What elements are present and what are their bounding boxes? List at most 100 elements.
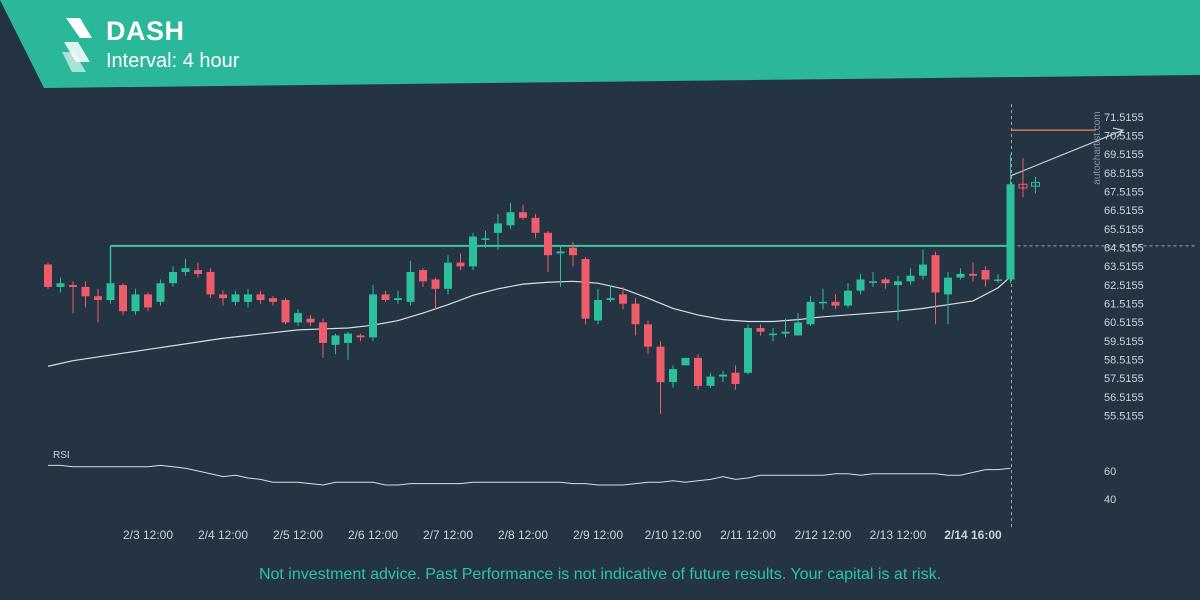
x-tick-label: 2/11 12:00 (720, 528, 776, 542)
x-tick-label: 2/14 16:00 (944, 528, 1002, 542)
disclaimer-text: Not investment advice. Past Performance … (258, 566, 942, 583)
candle-body (356, 335, 365, 338)
candle-body (956, 273, 965, 278)
candle-body (656, 346, 665, 383)
candle-body (619, 294, 627, 304)
candle-body (244, 294, 252, 302)
candle-body (519, 212, 527, 218)
candle-body (444, 262, 452, 289)
x-tick-label: 2/8 12:00 (498, 528, 548, 542)
candle-body (431, 279, 440, 289)
candle-body (169, 272, 177, 284)
y-tick-label: 63.5155 (1104, 261, 1144, 273)
candle-body (894, 281, 902, 286)
rsi-label: RSI (53, 450, 70, 461)
candle-body (69, 285, 77, 287)
candle-body (944, 277, 952, 295)
candle-body (806, 301, 815, 325)
candle-body (294, 313, 302, 323)
candle-body (881, 279, 890, 284)
candle-body (856, 279, 865, 291)
y-tick-label: 70.5155 (1104, 130, 1144, 142)
x-tick-label: 2/10 12:00 (645, 528, 702, 542)
x-tick-label: 2/12 12:00 (795, 528, 852, 542)
candle-body (469, 236, 477, 267)
level-layer (109, 127, 1196, 293)
projection-arrow (1010, 129, 1124, 177)
x-tick-label: 2/6 12:00 (348, 528, 398, 542)
candle-body (581, 258, 590, 319)
x-tick-label: 2/13 12:00 (870, 528, 927, 542)
candle-body (306, 318, 315, 323)
candle-body (144, 294, 152, 308)
candle-body (794, 322, 802, 336)
candle-body (56, 283, 65, 287)
candle-body (969, 273, 977, 276)
candles-layer (44, 154, 1040, 414)
candle-body (106, 283, 115, 300)
y-tick-label: 55.5155 (1104, 410, 1144, 422)
candle-body (1018, 183, 1028, 189)
candle-body (344, 333, 352, 343)
candle-body (156, 283, 165, 302)
candle-body (269, 298, 277, 302)
candle-body (844, 290, 852, 306)
y-tick-label: 66.5155 (1104, 205, 1144, 217)
candle-body (569, 247, 577, 256)
candle-body (381, 294, 390, 300)
candle-body (556, 251, 565, 254)
moving-average-line (47, 276, 1011, 367)
x-tick-label: 2/9 12:00 (573, 528, 623, 542)
rsi-line (48, 464, 1011, 486)
candle-body (206, 272, 215, 295)
y-tick-label: 68.5155 (1104, 168, 1144, 180)
y-tick-label: 71.5155 (1104, 112, 1144, 124)
candle-body (756, 328, 765, 332)
candle-body (1031, 181, 1040, 187)
candle-body (331, 335, 340, 345)
rsi-tick-label: 60 (1104, 466, 1116, 478)
y-tick-label: 57.5155 (1104, 373, 1144, 385)
watermark-text: autochartist.com (1092, 111, 1103, 184)
candle-body (706, 376, 715, 386)
candle-body (594, 300, 602, 321)
candle-body (456, 262, 465, 267)
candle-body (119, 285, 127, 312)
candle-body (281, 300, 290, 323)
projection-arrow-head (1112, 127, 1125, 138)
candle-body (994, 279, 1002, 281)
candle-body (481, 238, 490, 240)
y-tick-label: 61.5155 (1104, 298, 1144, 310)
candle-body (44, 264, 52, 287)
candle-body (606, 298, 615, 300)
candle-body (231, 294, 240, 302)
candle-body (369, 294, 377, 338)
candle-body (681, 357, 690, 366)
rsi-panel: RSI 60 40 (48, 450, 1116, 506)
page-title: DASH (106, 16, 185, 46)
y-tick-label: 65.5155 (1104, 224, 1144, 236)
x-axis: 2/3 12:00 2/4 12:00 2/5 12:00 2/6 12:00 2/7 … (123, 528, 1002, 542)
candle-body (506, 212, 515, 226)
y-tick-label: 59.5155 (1104, 336, 1144, 348)
candle-body (256, 294, 265, 300)
candle-body (669, 369, 677, 383)
y-tick-label: 67.5155 (1104, 186, 1144, 198)
candle-body (419, 270, 427, 282)
candle-body (919, 264, 927, 276)
candle-body (194, 270, 202, 274)
y-tick-label: 60.5155 (1104, 317, 1144, 329)
candle-body (981, 270, 990, 280)
candle-body (406, 272, 415, 302)
candle-body (744, 328, 752, 373)
y-axis: 71.5155 70.5155 69.5155 68.5155 67.5155 66.51… (1104, 112, 1144, 423)
candle-body (1006, 184, 1015, 280)
candle-body (719, 374, 727, 377)
candle-body (694, 357, 702, 386)
candle-body (831, 301, 840, 306)
candle-body (644, 324, 652, 347)
candle-body (769, 333, 777, 336)
candle-body (219, 294, 227, 299)
interval-label: Interval: 4 hour (106, 50, 240, 72)
candle-body (931, 255, 940, 293)
